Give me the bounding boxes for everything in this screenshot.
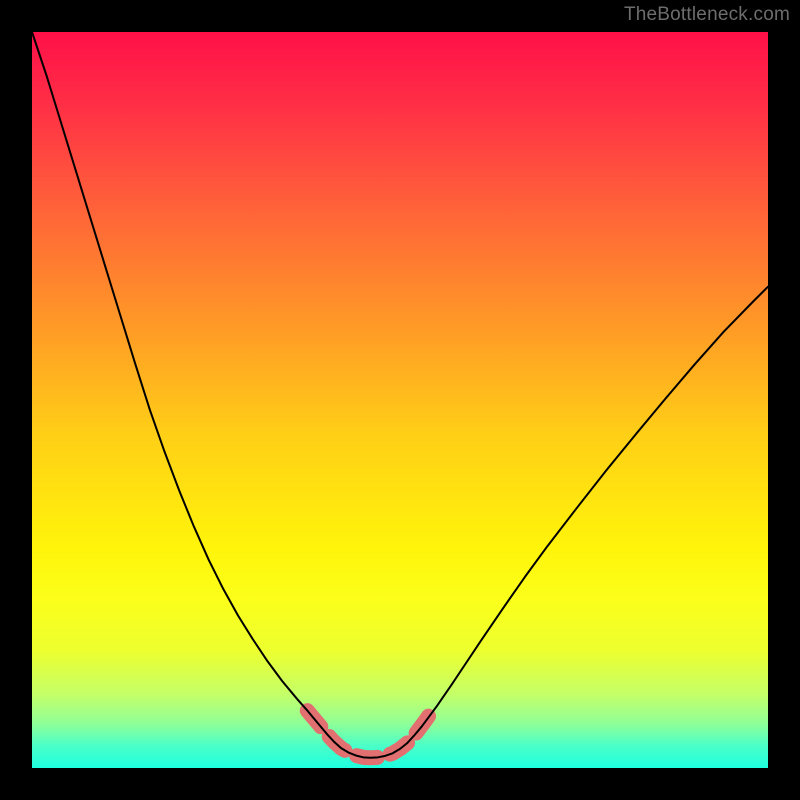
watermark-text: TheBottleneck.com [624, 4, 790, 26]
plot-panel [32, 32, 768, 768]
chart-stage: TheBottleneck.com [0, 0, 800, 800]
bottleneck-chart [0, 0, 800, 800]
